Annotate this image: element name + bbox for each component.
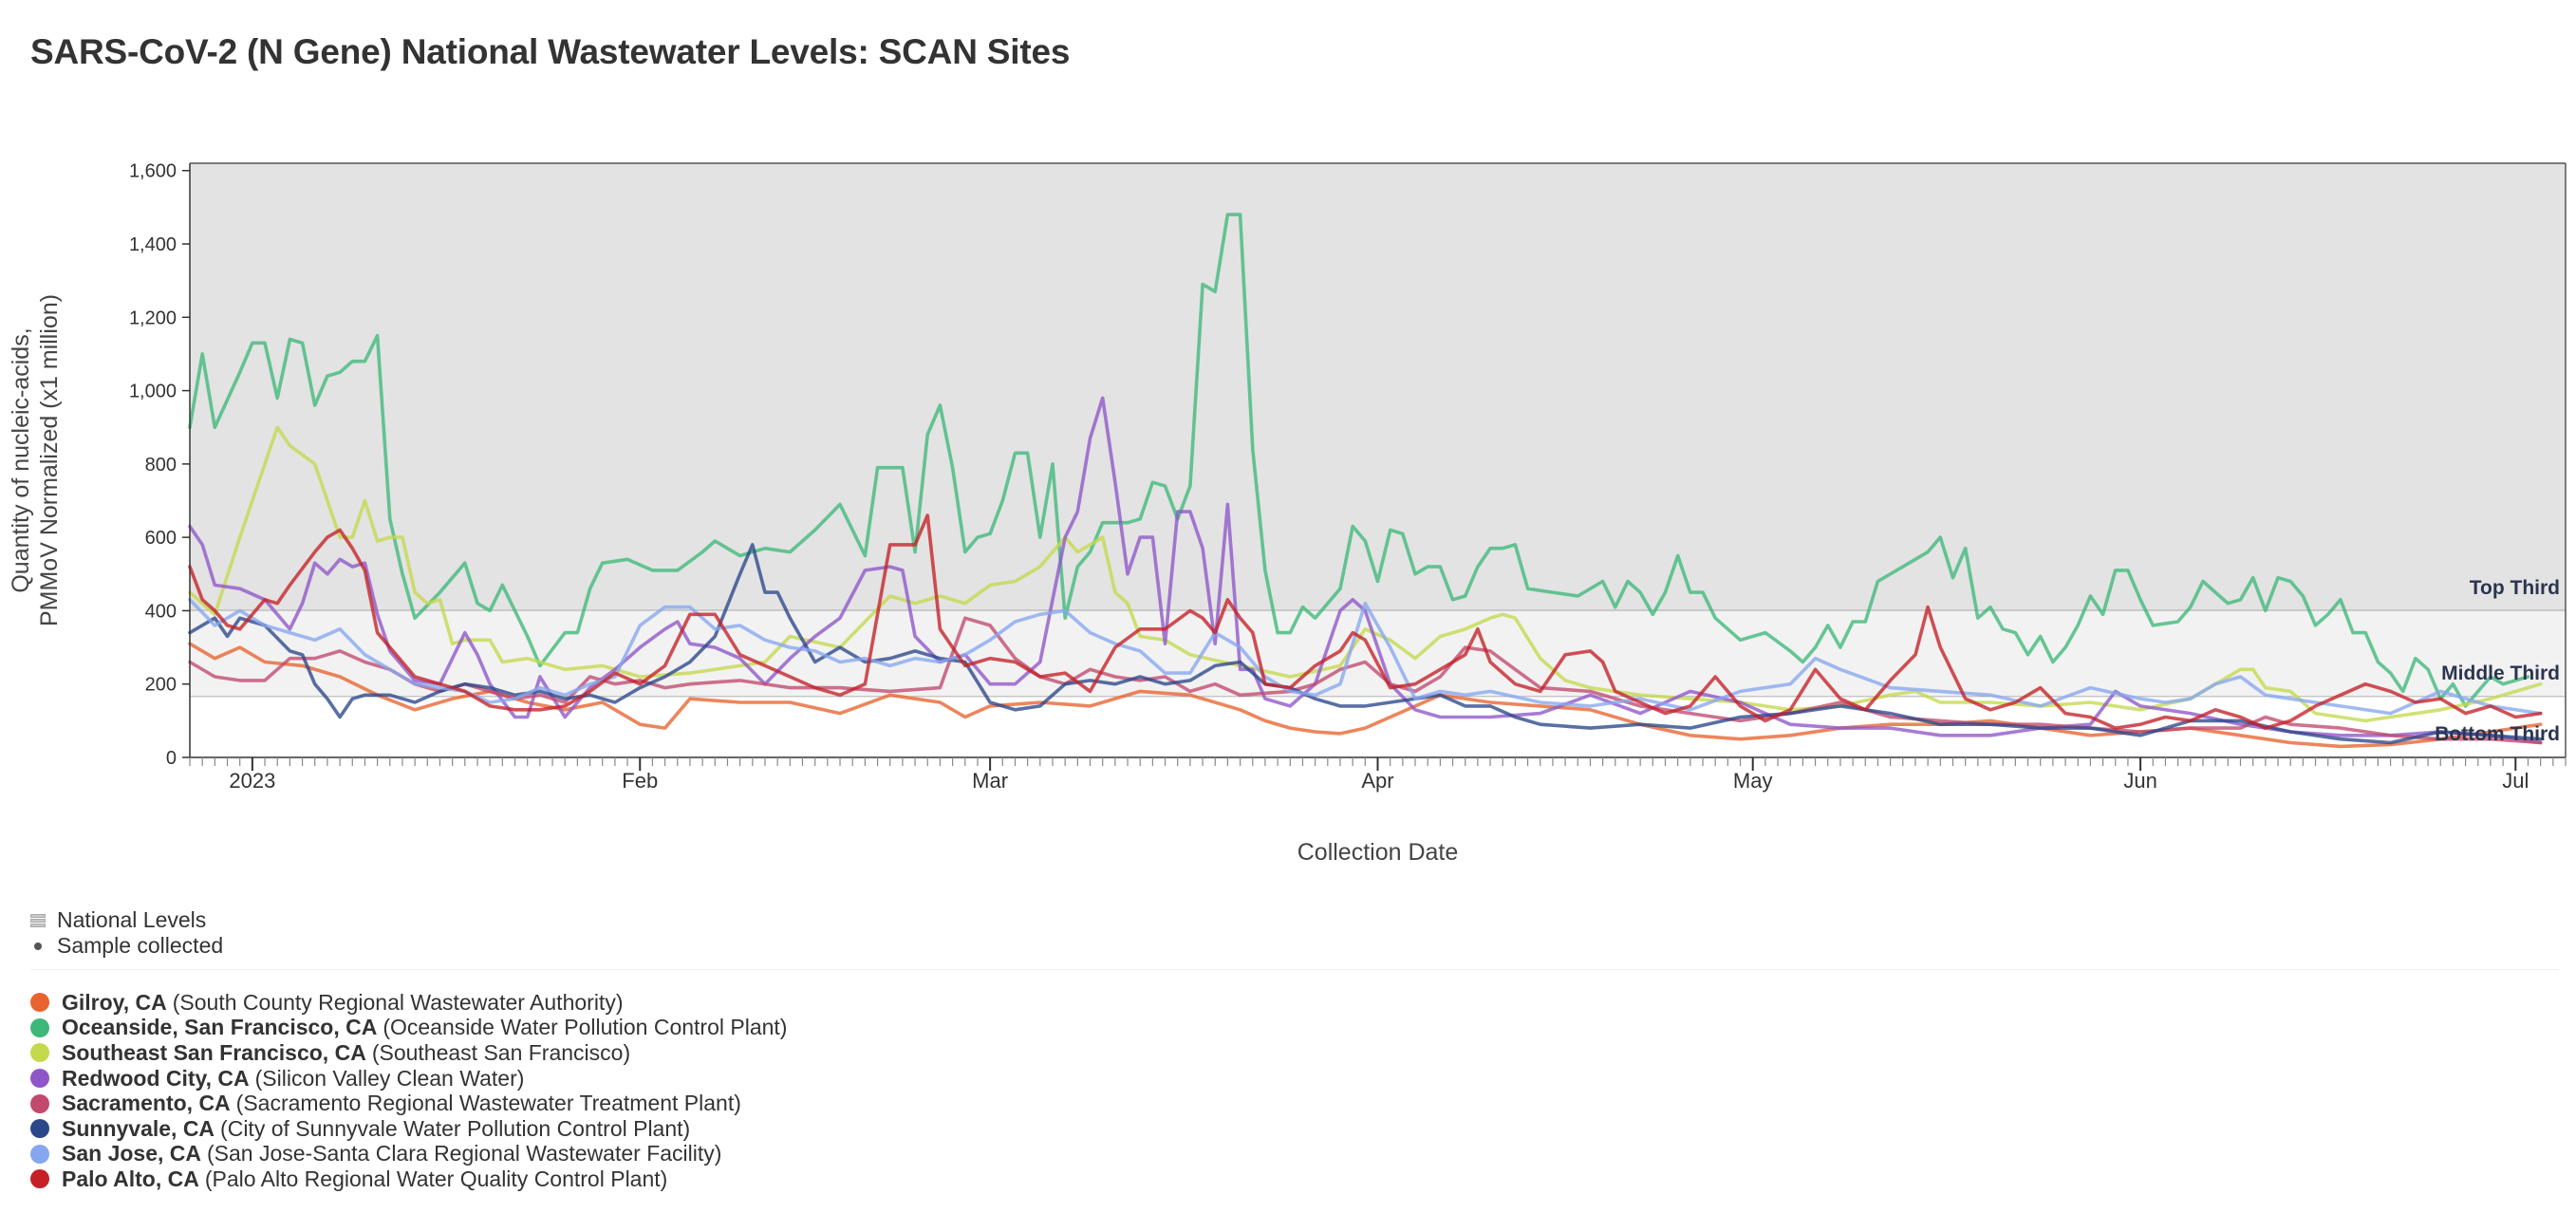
legend-color-icon	[30, 1093, 49, 1113]
y-tick-label: 0	[166, 748, 177, 769]
x-tick-label: 2023	[229, 769, 275, 793]
x-tick-label: Mar	[972, 769, 1008, 793]
band-label-1: Middle Third	[2441, 662, 2560, 684]
legend-color-icon	[30, 1119, 49, 1139]
legend-national-levels[interactable]: National Levels	[30, 907, 223, 933]
legend-color-icon	[30, 1017, 49, 1037]
legend-site-name: Redwood City, CA	[62, 1065, 250, 1091]
legend-national-levels-label: National Levels	[57, 907, 207, 932]
legend-site-name: Southeast San Francisco, CA	[62, 1039, 366, 1065]
legend-site-facility: (Palo Alto Regional Water Quality Contro…	[204, 1166, 668, 1191]
legend-item-1[interactable]: Oceanside, San Francisco, CA (Oceanside W…	[30, 1015, 788, 1041]
series-line-1	[188, 213, 2530, 708]
legend-item-6[interactable]: San Jose, CA (San Jose-Santa Clara Region…	[30, 1141, 787, 1167]
legend-item-4[interactable]: Sacramento, CA (Sacramento Regional Waste…	[30, 1091, 787, 1116]
legend-site-facility: (Southeast San Francisco)	[371, 1039, 631, 1065]
y-tick-label: 800	[145, 455, 177, 476]
band-0	[190, 163, 2566, 611]
legend-site-name: Sunnyvale, CA	[62, 1115, 215, 1141]
y-tick-label: 1,400	[129, 234, 177, 255]
legend-site-name: San Jose, CA	[62, 1141, 201, 1166]
legend-site-facility: (City of Sunnyvale Water Pollution Contr…	[220, 1115, 691, 1141]
legend-item-3[interactable]: Redwood City, CA (Silicon Valley Clean Wa…	[30, 1066, 787, 1092]
legend-site-facility: (San Jose-Santa Clara Regional Wastewate…	[207, 1141, 722, 1166]
x-axis-title: Collection Date	[1297, 839, 1459, 866]
legend-site-facility: (Silicon Valley Clean Water)	[254, 1065, 525, 1091]
legend-item-5[interactable]: Sunnyvale, CA (City of Sunnyvale Water Po…	[30, 1116, 787, 1142]
dot-icon	[30, 939, 46, 954]
wastewater-line-chart: 0 200 400 600 800 1,000 1,200 1,400 1,600 2023 Feb…	[8, 161, 2567, 866]
legend-site-name: Sacramento, CA	[62, 1091, 231, 1116]
legend-item-2[interactable]: Southeast San Francisco, CA (Southeast Sa…	[30, 1040, 787, 1066]
bands-icon	[30, 913, 46, 928]
legend-item-0[interactable]: Gilroy, CA (South County Regional Wastewa…	[30, 990, 787, 1016]
y-tick-label: 1,600	[129, 161, 177, 182]
series-line-7	[188, 513, 2543, 730]
legend-color-icon	[30, 993, 49, 1013]
legend-sites: Gilroy, CA (South County Regional Wastewa…	[30, 990, 787, 1192]
y-tick-label: 400	[145, 601, 177, 622]
legend-site-name: Palo Alto, CA	[62, 1166, 199, 1191]
y-tick-label: 200	[145, 675, 177, 696]
legend-color-icon	[30, 1043, 49, 1063]
series-line-3	[188, 396, 2543, 745]
x-tick-label: Apr	[1361, 769, 1393, 793]
x-tick-label: Jul	[2502, 769, 2529, 793]
band-label-0: Top Third	[2470, 577, 2560, 599]
series-line-2	[188, 425, 2543, 723]
legend-reference: National Levels Sample collected	[30, 907, 223, 959]
series-line-4	[188, 616, 2543, 745]
y-tick-label: 1,000	[129, 382, 177, 402]
y-axis-title-line-0: Quantity of nucleic-acids,	[8, 327, 34, 592]
legend-site-facility: (Sacramento Regional Wastewater Treatmen…	[235, 1091, 741, 1116]
legend-site-name: Oceanside, San Francisco, CA	[62, 1015, 378, 1040]
legend-item-7[interactable]: Palo Alto, CA (Palo Alto Regional Water Q…	[30, 1166, 787, 1192]
y-tick-label: 600	[145, 528, 177, 549]
legend-color-icon	[30, 1069, 49, 1089]
legend-site-facility: (South County Regional Wastewater Author…	[172, 989, 624, 1015]
legend-color-icon	[30, 1169, 49, 1189]
y-axis-title-line-1: PMMoV Normalized (x1 million)	[36, 294, 63, 626]
legend-site-name: Gilroy, CA	[62, 989, 167, 1015]
legend-sample-collected[interactable]: Sample collected	[30, 933, 223, 959]
legend-site-facility: (Oceanside Water Pollution Control Plant…	[383, 1015, 788, 1040]
legend-sample-collected-label: Sample collected	[57, 933, 224, 958]
y-tick-label: 1,200	[129, 308, 177, 328]
legend-color-icon	[30, 1144, 49, 1164]
x-tick-label: Feb	[622, 769, 658, 793]
series-line-5	[188, 543, 2543, 745]
page-title: SARS-CoV-2 (N Gene) National Wastewater …	[30, 32, 1071, 71]
legend-divider	[30, 969, 2559, 970]
series-line-6	[188, 598, 2543, 716]
x-tick-label: Jun	[2123, 769, 2156, 793]
x-tick-label: May	[1733, 769, 1773, 793]
band-label-2: Bottom Third	[2435, 723, 2560, 745]
